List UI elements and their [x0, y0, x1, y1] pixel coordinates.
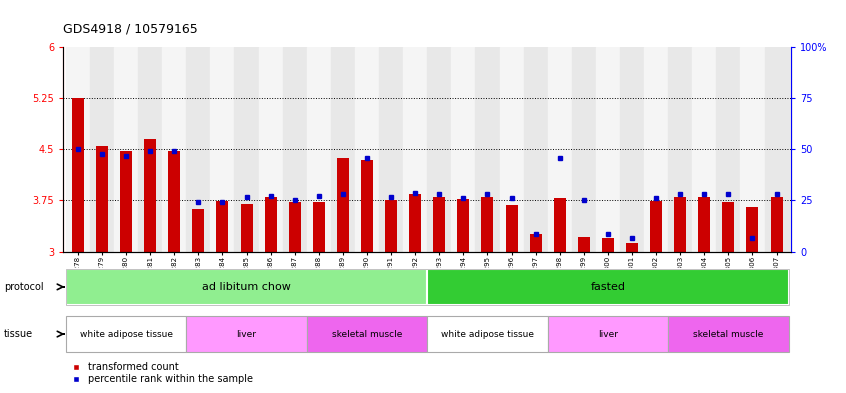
- Bar: [771, 197, 783, 252]
- Bar: [162, 47, 186, 252]
- Bar: [211, 47, 234, 252]
- Bar: [674, 197, 686, 252]
- Bar: [427, 47, 451, 252]
- Bar: [313, 202, 325, 252]
- Bar: [626, 242, 638, 252]
- Bar: [259, 47, 283, 252]
- Bar: [283, 47, 307, 252]
- Bar: [572, 47, 596, 252]
- Legend: transformed count, percentile rank within the sample: transformed count, percentile rank withi…: [69, 358, 256, 388]
- Bar: [547, 316, 668, 352]
- Bar: [530, 235, 541, 252]
- Bar: [138, 47, 162, 252]
- Text: white adipose tissue: white adipose tissue: [441, 330, 534, 338]
- Bar: [217, 201, 228, 252]
- Bar: [765, 47, 788, 252]
- Bar: [740, 47, 765, 252]
- Bar: [602, 238, 614, 252]
- Bar: [234, 47, 259, 252]
- Bar: [668, 47, 692, 252]
- Bar: [475, 47, 499, 252]
- Bar: [186, 316, 307, 352]
- Bar: [481, 197, 493, 252]
- Bar: [499, 47, 524, 252]
- Bar: [355, 47, 379, 252]
- Bar: [66, 269, 427, 305]
- Bar: [240, 204, 253, 252]
- Bar: [433, 197, 445, 252]
- Bar: [524, 47, 547, 252]
- Bar: [650, 201, 662, 252]
- Bar: [66, 47, 90, 252]
- Bar: [746, 207, 759, 252]
- Bar: [288, 202, 300, 252]
- Bar: [379, 47, 404, 252]
- Bar: [331, 47, 355, 252]
- Text: liver: liver: [598, 330, 618, 338]
- Bar: [120, 151, 132, 252]
- Bar: [168, 151, 180, 252]
- Bar: [404, 47, 427, 252]
- Bar: [547, 47, 572, 252]
- Bar: [644, 47, 668, 252]
- Text: tissue: tissue: [4, 329, 33, 339]
- Bar: [506, 204, 518, 252]
- Bar: [192, 209, 205, 252]
- Bar: [337, 158, 349, 252]
- Bar: [596, 47, 620, 252]
- Text: ad libitum chow: ad libitum chow: [202, 282, 291, 292]
- Bar: [96, 146, 108, 252]
- Bar: [307, 316, 427, 352]
- Bar: [554, 198, 566, 252]
- Bar: [722, 202, 734, 252]
- Bar: [427, 269, 788, 305]
- Bar: [409, 194, 421, 252]
- Text: protocol: protocol: [4, 282, 44, 292]
- Bar: [620, 47, 644, 252]
- Text: white adipose tissue: white adipose tissue: [80, 330, 173, 338]
- Bar: [361, 160, 373, 252]
- Text: GDS4918 / 10579165: GDS4918 / 10579165: [63, 22, 198, 35]
- Bar: [144, 139, 157, 252]
- Bar: [458, 199, 470, 252]
- Bar: [427, 316, 547, 352]
- Bar: [186, 47, 211, 252]
- Bar: [114, 47, 138, 252]
- Bar: [307, 47, 331, 252]
- Bar: [451, 47, 475, 252]
- Bar: [698, 197, 711, 252]
- Bar: [668, 316, 788, 352]
- Text: fasted: fasted: [591, 282, 625, 292]
- Bar: [385, 200, 397, 252]
- Bar: [692, 47, 717, 252]
- Text: skeletal muscle: skeletal muscle: [693, 330, 764, 338]
- Bar: [66, 316, 186, 352]
- Text: liver: liver: [237, 330, 256, 338]
- Text: skeletal muscle: skeletal muscle: [332, 330, 402, 338]
- Bar: [265, 197, 277, 252]
- Bar: [90, 47, 114, 252]
- Bar: [717, 47, 740, 252]
- Bar: [578, 237, 590, 252]
- Bar: [72, 98, 84, 252]
